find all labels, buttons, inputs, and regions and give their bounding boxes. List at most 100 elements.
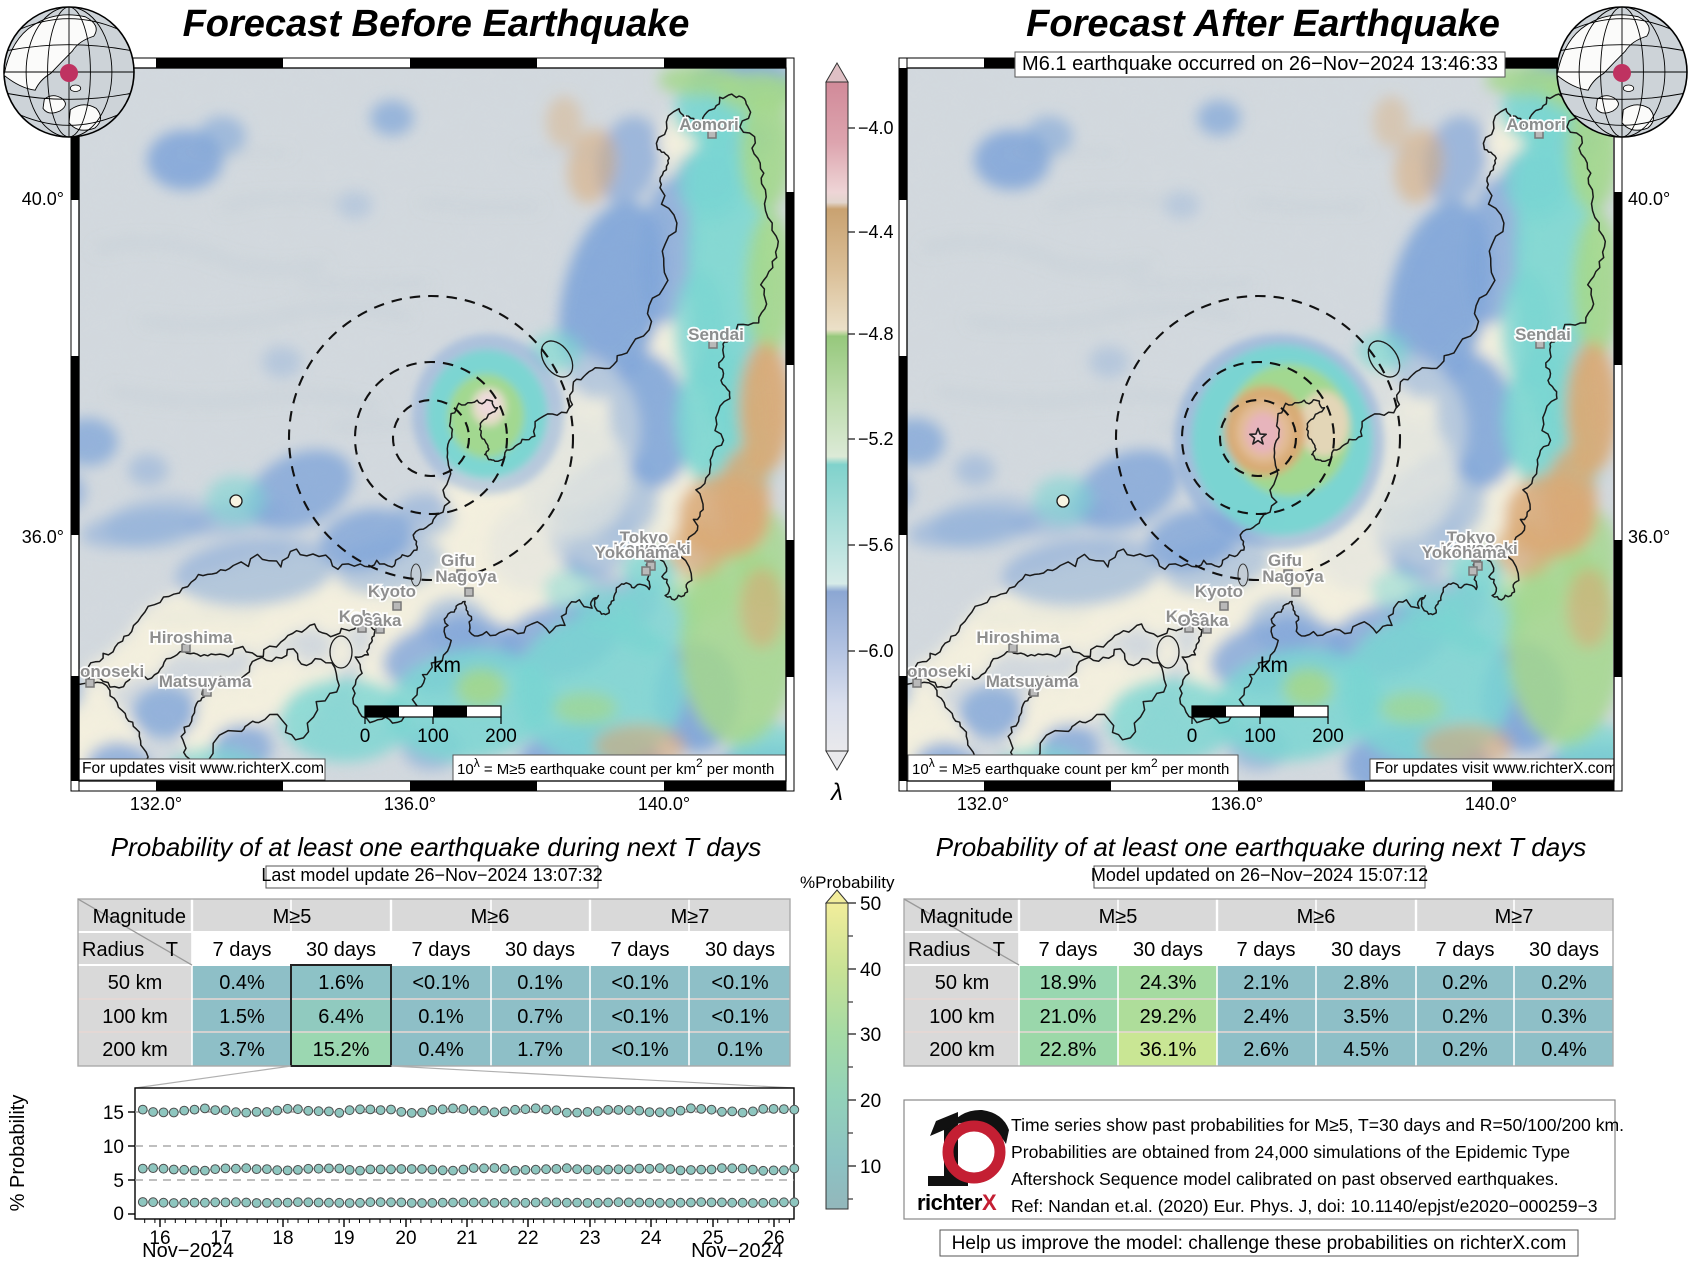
svg-text:M≥6: M≥6 bbox=[471, 906, 510, 928]
svg-text:2.8%: 2.8% bbox=[1343, 972, 1389, 994]
svg-text:0.2%: 0.2% bbox=[1541, 972, 1587, 994]
svg-text:40.0°: 40.0° bbox=[22, 189, 64, 209]
svg-text:30: 30 bbox=[860, 1025, 881, 1046]
svg-text:Radius: Radius bbox=[82, 939, 144, 961]
svg-text:Nov−2024: Nov−2024 bbox=[691, 1240, 783, 1262]
svg-text:200 km: 200 km bbox=[102, 1039, 168, 1061]
svg-text:Radius: Radius bbox=[908, 939, 970, 961]
svg-text:Time series show past probabil: Time series show past probabilities for … bbox=[1011, 1115, 1624, 1135]
svg-text:0: 0 bbox=[113, 1204, 124, 1225]
svg-text:30 days: 30 days bbox=[1331, 939, 1401, 961]
svg-text:0.2%: 0.2% bbox=[1442, 1006, 1488, 1028]
svg-text:Help us improve the model: cha: Help us improve the model: challenge the… bbox=[952, 1233, 1567, 1254]
svg-text:50 km: 50 km bbox=[935, 972, 989, 994]
svg-text:3.5%: 3.5% bbox=[1343, 1006, 1389, 1028]
svg-text:100 km: 100 km bbox=[102, 1006, 168, 1028]
svg-text:−4.0: −4.0 bbox=[858, 118, 894, 138]
svg-text:22.8%: 22.8% bbox=[1040, 1039, 1097, 1061]
svg-text:0.2%: 0.2% bbox=[1442, 1039, 1488, 1061]
svg-text:26: 26 bbox=[763, 1228, 784, 1249]
svg-text:1.5%: 1.5% bbox=[219, 1006, 265, 1028]
svg-text:10λ = M≥5 earthquake count per: 10λ = M≥5 earthquake count per km2 per m… bbox=[912, 756, 1229, 778]
svg-text:richterX: richterX bbox=[917, 1190, 997, 1215]
svg-text:0.3%: 0.3% bbox=[1541, 1006, 1587, 1028]
svg-text:24: 24 bbox=[640, 1228, 662, 1249]
svg-text:4.5%: 4.5% bbox=[1343, 1039, 1389, 1061]
svg-text:19: 19 bbox=[333, 1228, 354, 1249]
svg-text:20: 20 bbox=[860, 1091, 881, 1112]
svg-text:2.4%: 2.4% bbox=[1243, 1006, 1289, 1028]
svg-text:20: 20 bbox=[395, 1228, 416, 1249]
svg-text:36.0°: 36.0° bbox=[22, 527, 64, 547]
svg-text:Probability of at least one ea: Probability of at least one earthquake d… bbox=[936, 832, 1586, 862]
svg-text:140.0°: 140.0° bbox=[638, 794, 690, 814]
svg-text:18: 18 bbox=[272, 1228, 293, 1249]
svg-text:−4.8: −4.8 bbox=[858, 324, 894, 344]
svg-text:3.7%: 3.7% bbox=[219, 1039, 265, 1061]
svg-text:40: 40 bbox=[860, 960, 881, 981]
svg-text:15.2%: 15.2% bbox=[313, 1039, 370, 1061]
svg-text:30 days: 30 days bbox=[306, 939, 376, 961]
svg-text:<0.1%: <0.1% bbox=[711, 1006, 768, 1028]
svg-text:36.0°: 36.0° bbox=[1628, 527, 1670, 547]
svg-text:7 days: 7 days bbox=[611, 939, 670, 961]
svg-text:0.2%: 0.2% bbox=[1442, 972, 1488, 994]
svg-text:M≥6: M≥6 bbox=[1297, 906, 1336, 928]
svg-text:Magnitude: Magnitude bbox=[920, 906, 1013, 928]
svg-text:0.4%: 0.4% bbox=[418, 1039, 464, 1061]
svg-text:Nov−2024: Nov−2024 bbox=[142, 1240, 234, 1262]
svg-text:10: 10 bbox=[860, 1157, 881, 1178]
svg-text:<0.1%: <0.1% bbox=[611, 1006, 668, 1028]
svg-text:6.4%: 6.4% bbox=[318, 1006, 364, 1028]
svg-text:7 days: 7 days bbox=[412, 939, 471, 961]
svg-text:0.1%: 0.1% bbox=[517, 972, 563, 994]
svg-text:λ: λ bbox=[829, 779, 843, 806]
svg-text:−6.0: −6.0 bbox=[858, 641, 894, 661]
svg-text:<0.1%: <0.1% bbox=[412, 972, 469, 994]
svg-text:<0.1%: <0.1% bbox=[611, 972, 668, 994]
svg-text:0.1%: 0.1% bbox=[418, 1006, 464, 1028]
svg-text:136.0°: 136.0° bbox=[1211, 794, 1263, 814]
svg-text:T: T bbox=[993, 939, 1005, 961]
svg-text:Probabilities are obtained fro: Probabilities are obtained from 24,000 s… bbox=[1011, 1142, 1570, 1162]
svg-text:10λ = M≥5 earthquake count per: 10λ = M≥5 earthquake count per km2 per m… bbox=[457, 756, 774, 778]
svg-text:<0.1%: <0.1% bbox=[611, 1039, 668, 1061]
svg-text:% Probability: % Probability bbox=[7, 1095, 29, 1212]
svg-text:M≥5: M≥5 bbox=[1099, 906, 1138, 928]
svg-text:21: 21 bbox=[456, 1228, 477, 1249]
svg-text:50: 50 bbox=[860, 894, 881, 915]
svg-text:1.7%: 1.7% bbox=[517, 1039, 563, 1061]
svg-text:2.6%: 2.6% bbox=[1243, 1039, 1289, 1061]
svg-text:%Probability: %Probability bbox=[800, 873, 895, 892]
svg-text:<0.1%: <0.1% bbox=[711, 972, 768, 994]
svg-text:7 days: 7 days bbox=[1039, 939, 1098, 961]
svg-text:Model updated on 26−Nov−2024 1: Model updated on 26−Nov−2024 15:07:12 bbox=[1091, 865, 1428, 885]
svg-text:24.3%: 24.3% bbox=[1140, 972, 1197, 994]
svg-text:140.0°: 140.0° bbox=[1465, 794, 1517, 814]
svg-text:0.4%: 0.4% bbox=[1541, 1039, 1587, 1061]
svg-text:For updates visit www.richterX: For updates visit www.richterX.com bbox=[82, 760, 324, 777]
svg-text:18.9%: 18.9% bbox=[1040, 972, 1097, 994]
svg-text:29.2%: 29.2% bbox=[1140, 1006, 1197, 1028]
svg-text:M≥5: M≥5 bbox=[273, 906, 312, 928]
svg-text:Forecast Before Earthquake: Forecast Before Earthquake bbox=[183, 3, 690, 45]
svg-text:30 days: 30 days bbox=[1529, 939, 1599, 961]
svg-text:0.4%: 0.4% bbox=[219, 972, 265, 994]
svg-text:Last model update 26−Nov−2024: Last model update 26−Nov−2024 13:07:32 bbox=[261, 865, 602, 885]
svg-text:16: 16 bbox=[149, 1228, 170, 1249]
svg-text:Probability of at least one ea: Probability of at least one earthquake d… bbox=[111, 832, 761, 862]
svg-text:30 days: 30 days bbox=[505, 939, 575, 961]
svg-text:132.0°: 132.0° bbox=[130, 794, 182, 814]
svg-text:200 km: 200 km bbox=[929, 1039, 995, 1061]
svg-text:Forecast After Earthquake: Forecast After Earthquake bbox=[1026, 3, 1500, 45]
svg-text:Ref: Nandan et.al. (2020) Eur.: Ref: Nandan et.al. (2020) Eur. Phys. J, … bbox=[1011, 1196, 1598, 1216]
svg-text:30 days: 30 days bbox=[705, 939, 775, 961]
svg-text:Magnitude: Magnitude bbox=[93, 906, 186, 928]
svg-text:2.1%: 2.1% bbox=[1243, 972, 1289, 994]
svg-text:40.0°: 40.0° bbox=[1628, 189, 1670, 209]
svg-text:25: 25 bbox=[702, 1228, 723, 1249]
svg-text:21.0%: 21.0% bbox=[1040, 1006, 1097, 1028]
svg-text:0.7%: 0.7% bbox=[517, 1006, 563, 1028]
svg-text:7 days: 7 days bbox=[1237, 939, 1296, 961]
svg-text:−4.4: −4.4 bbox=[858, 222, 894, 242]
